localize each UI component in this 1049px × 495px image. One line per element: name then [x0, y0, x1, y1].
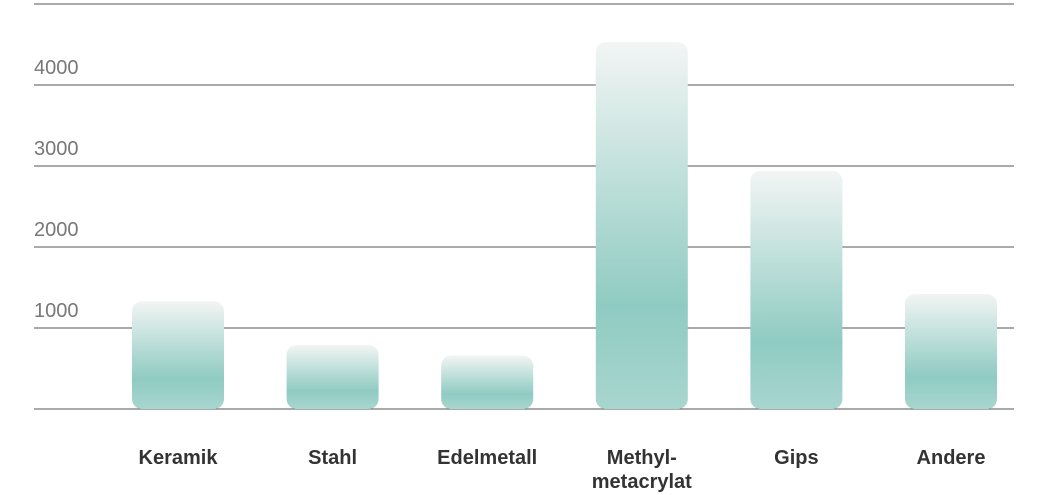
bars — [132, 42, 997, 409]
x-category-label: Keramik — [139, 447, 219, 469]
y-tick-label: 3000 — [34, 138, 79, 160]
x-category-label: Gips — [774, 447, 818, 469]
bar — [905, 293, 997, 409]
bar — [441, 355, 534, 409]
x-category-label: Andere — [917, 447, 986, 469]
y-axis-ticks: 10002000300040005000 — [34, 57, 79, 322]
y-tick-label: 1000 — [34, 300, 79, 322]
x-category-label: Stahl — [308, 447, 357, 469]
bar — [132, 301, 224, 409]
y-tick-label: 2000 — [34, 219, 79, 241]
x-axis-categories: Keramik Stahl Edelmetall Methyl-metacrylat G… — [139, 447, 986, 493]
bar — [750, 170, 843, 409]
x-category-label: Methyl-metacrylat — [592, 447, 692, 493]
bar — [595, 42, 688, 409]
y-tick-label: 4000 — [34, 57, 79, 79]
x-category-label: Edelmetall — [437, 447, 537, 469]
bar — [286, 345, 379, 409]
